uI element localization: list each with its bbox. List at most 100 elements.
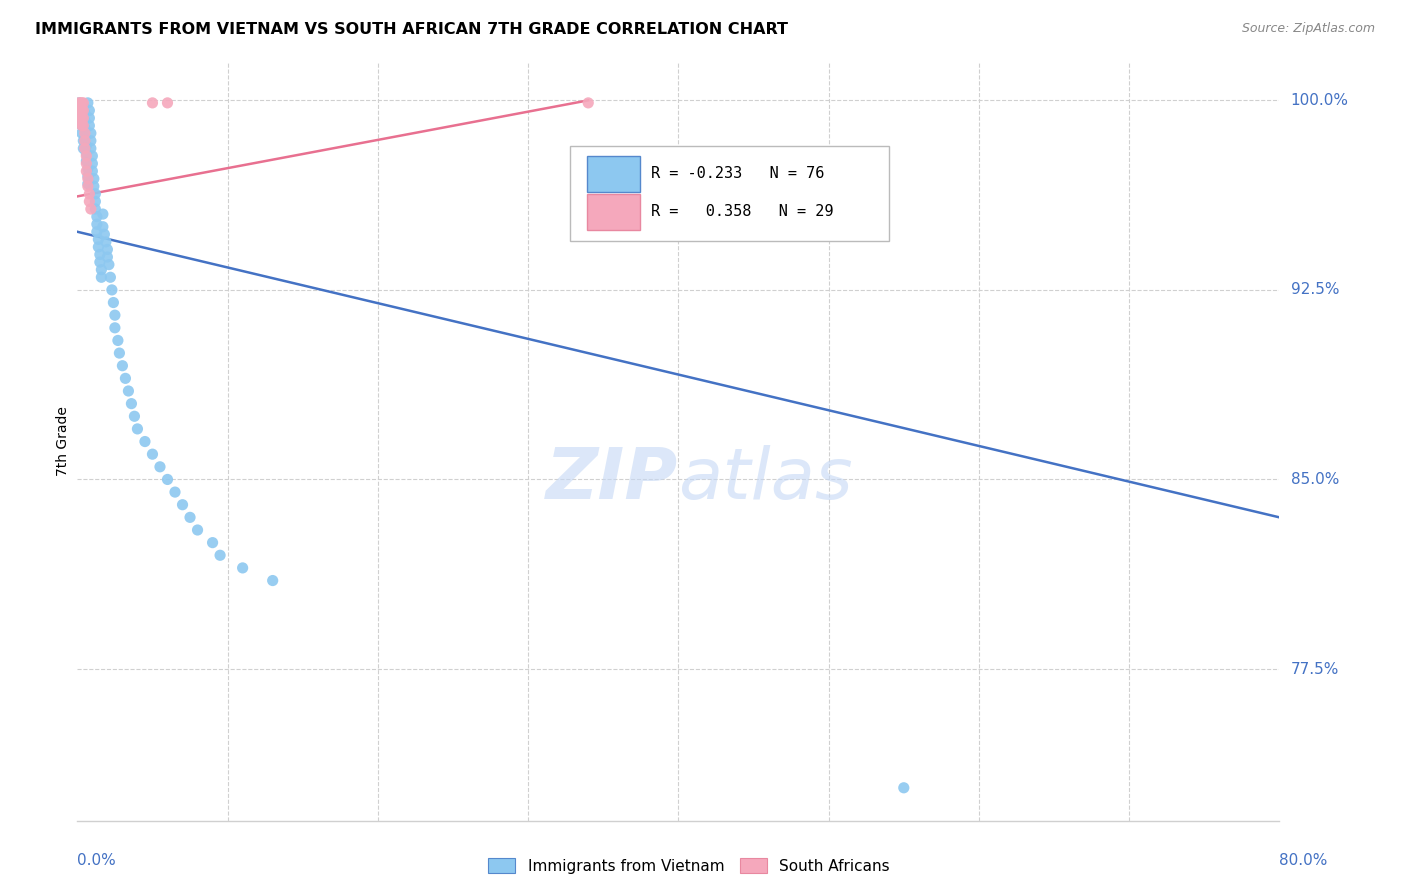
- Point: [73, 106, 96, 120]
- Point: [75, 156, 97, 170]
- Text: 85.0%: 85.0%: [1291, 472, 1339, 487]
- Point: [893, 780, 915, 795]
- Point: [79, 194, 101, 209]
- Point: [72, 95, 94, 110]
- Point: [76, 161, 98, 176]
- Text: 77.5%: 77.5%: [1291, 662, 1339, 676]
- Point: [79, 186, 101, 201]
- Point: [97, 258, 120, 272]
- Point: [72, 98, 94, 112]
- Point: [69, 101, 91, 115]
- Point: [107, 334, 129, 348]
- Point: [149, 459, 172, 474]
- Legend: Immigrants from Vietnam, South Africans: Immigrants from Vietnam, South Africans: [482, 852, 896, 880]
- Point: [103, 295, 125, 310]
- Text: ZIP: ZIP: [546, 445, 679, 514]
- Point: [76, 169, 98, 184]
- Point: [93, 227, 115, 242]
- Point: [83, 171, 105, 186]
- Point: [576, 95, 599, 110]
- Point: [91, 207, 114, 221]
- Point: [179, 510, 201, 524]
- Point: [90, 262, 112, 277]
- Point: [73, 131, 96, 145]
- Point: [156, 95, 179, 110]
- Point: [86, 225, 108, 239]
- Text: 0.0%: 0.0%: [77, 854, 117, 868]
- Y-axis label: 7th Grade: 7th Grade: [56, 407, 70, 476]
- Point: [101, 283, 124, 297]
- Point: [156, 473, 179, 487]
- Point: [84, 202, 107, 216]
- Point: [80, 202, 103, 216]
- Point: [86, 210, 108, 224]
- Point: [141, 447, 163, 461]
- Point: [262, 574, 284, 588]
- Point: [100, 270, 122, 285]
- Point: [108, 346, 131, 360]
- Point: [70, 119, 93, 133]
- Point: [89, 247, 111, 261]
- Point: [70, 126, 93, 140]
- Point: [80, 134, 103, 148]
- Text: atlas: atlas: [679, 445, 853, 514]
- Text: R =   0.358   N = 29: R = 0.358 N = 29: [651, 204, 834, 219]
- Point: [84, 194, 107, 209]
- Text: IMMIGRANTS FROM VIETNAM VS SOUTH AFRICAN 7TH GRADE CORRELATION CHART: IMMIGRANTS FROM VIETNAM VS SOUTH AFRICAN…: [35, 22, 789, 37]
- Text: R = -0.233   N = 76: R = -0.233 N = 76: [651, 167, 824, 181]
- Point: [75, 149, 97, 163]
- Point: [232, 561, 254, 575]
- Point: [111, 359, 134, 373]
- Point: [82, 164, 104, 178]
- Point: [72, 111, 94, 125]
- Point: [70, 111, 93, 125]
- Point: [84, 186, 107, 201]
- Point: [87, 240, 110, 254]
- Point: [69, 106, 91, 120]
- Point: [86, 217, 108, 231]
- Point: [82, 156, 104, 170]
- Point: [67, 109, 90, 123]
- Point: [80, 141, 103, 155]
- Point: [69, 101, 91, 115]
- Point: [75, 154, 97, 169]
- Point: [79, 103, 101, 118]
- Point: [69, 116, 91, 130]
- Point: [73, 126, 96, 140]
- Point: [70, 103, 93, 118]
- Point: [89, 255, 111, 269]
- Point: [67, 95, 90, 110]
- Point: [73, 113, 96, 128]
- Point: [209, 549, 232, 563]
- Point: [87, 232, 110, 246]
- Point: [70, 119, 93, 133]
- FancyBboxPatch shape: [588, 194, 640, 230]
- Point: [104, 308, 127, 322]
- Point: [72, 103, 94, 118]
- Point: [124, 409, 146, 424]
- Point: [96, 243, 118, 257]
- Point: [94, 235, 117, 249]
- Point: [72, 141, 94, 155]
- Point: [80, 126, 103, 140]
- Point: [79, 119, 101, 133]
- Point: [73, 141, 96, 155]
- Point: [120, 397, 142, 411]
- Point: [82, 149, 104, 163]
- FancyBboxPatch shape: [588, 156, 640, 192]
- Point: [73, 134, 96, 148]
- Point: [91, 219, 114, 234]
- FancyBboxPatch shape: [571, 145, 889, 241]
- Text: 80.0%: 80.0%: [1279, 854, 1327, 868]
- Point: [201, 535, 224, 549]
- Point: [134, 434, 156, 449]
- Point: [163, 485, 186, 500]
- Point: [76, 177, 98, 191]
- Point: [172, 498, 194, 512]
- Text: 100.0%: 100.0%: [1291, 93, 1348, 108]
- Point: [90, 270, 112, 285]
- Point: [72, 119, 94, 133]
- Point: [75, 146, 97, 161]
- Point: [75, 164, 97, 178]
- Point: [70, 111, 93, 125]
